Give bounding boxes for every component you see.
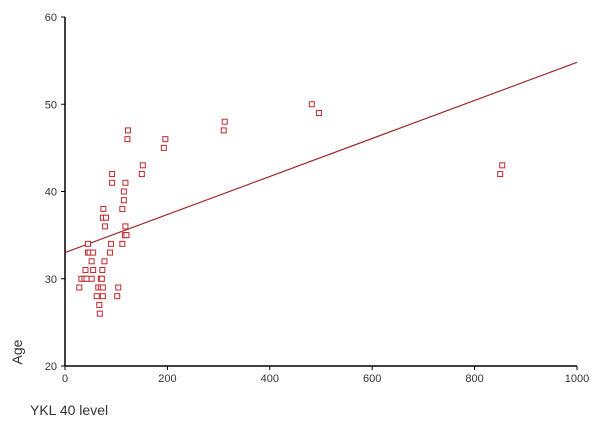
data-point — [220, 127, 227, 134]
data-point — [90, 267, 97, 274]
x-tick-label: 400 — [261, 373, 279, 385]
y-tick-label: 20 — [45, 361, 57, 373]
data-point — [119, 240, 126, 247]
data-point — [101, 258, 108, 265]
y-axis-title: Age — [9, 339, 25, 364]
y-tick-label: 40 — [45, 187, 57, 199]
data-point — [93, 293, 100, 300]
data-point — [123, 232, 130, 239]
data-point — [99, 284, 106, 291]
data-point — [138, 171, 145, 178]
data-point — [315, 109, 322, 116]
data-point — [497, 171, 504, 178]
data-point — [90, 249, 97, 256]
data-point — [99, 293, 106, 300]
data-point — [115, 284, 122, 291]
data-point — [83, 275, 90, 282]
data-point — [107, 249, 114, 256]
data-point — [99, 267, 106, 274]
data-point — [85, 240, 92, 247]
x-axis-ticks: 0 200 400 600 800 1000 — [62, 366, 589, 385]
data-point — [82, 267, 89, 274]
data-point — [120, 188, 127, 195]
data-points — [76, 101, 506, 317]
data-point — [160, 144, 167, 151]
x-tick-label: 200 — [158, 373, 176, 385]
data-point — [109, 171, 116, 178]
data-point — [139, 162, 146, 169]
data-point — [102, 214, 109, 221]
x-tick-label: 600 — [363, 373, 381, 385]
data-point — [96, 301, 103, 308]
y-axis-ticks: 20 30 40 50 60 — [45, 12, 65, 373]
data-point — [88, 258, 95, 265]
data-point — [108, 240, 115, 247]
data-point — [101, 223, 108, 230]
data-point — [114, 293, 121, 300]
data-point — [100, 205, 107, 212]
data-point — [124, 136, 131, 143]
data-point — [98, 275, 105, 282]
data-point — [499, 162, 506, 169]
data-point — [124, 127, 131, 134]
fit-line — [64, 61, 578, 254]
data-point — [88, 275, 95, 282]
data-point — [119, 205, 126, 212]
data-point — [308, 101, 315, 108]
x-tick-label: 800 — [465, 373, 483, 385]
fit-line-group — [64, 61, 578, 254]
data-point — [109, 179, 116, 186]
chart-axes — [64, 17, 577, 367]
data-point — [221, 118, 228, 125]
data-point — [96, 310, 103, 317]
y-tick-label: 50 — [45, 99, 57, 111]
data-point — [122, 179, 129, 186]
x-tick-label: 1000 — [565, 373, 589, 385]
y-tick-label: 60 — [45, 12, 57, 24]
data-point — [162, 136, 169, 143]
x-axis-title: YKL 40 level — [30, 402, 108, 418]
x-tick-label: 0 — [62, 373, 68, 385]
data-point — [120, 197, 127, 204]
data-point — [122, 223, 129, 230]
y-tick-label: 30 — [45, 274, 57, 286]
data-point — [76, 284, 83, 291]
